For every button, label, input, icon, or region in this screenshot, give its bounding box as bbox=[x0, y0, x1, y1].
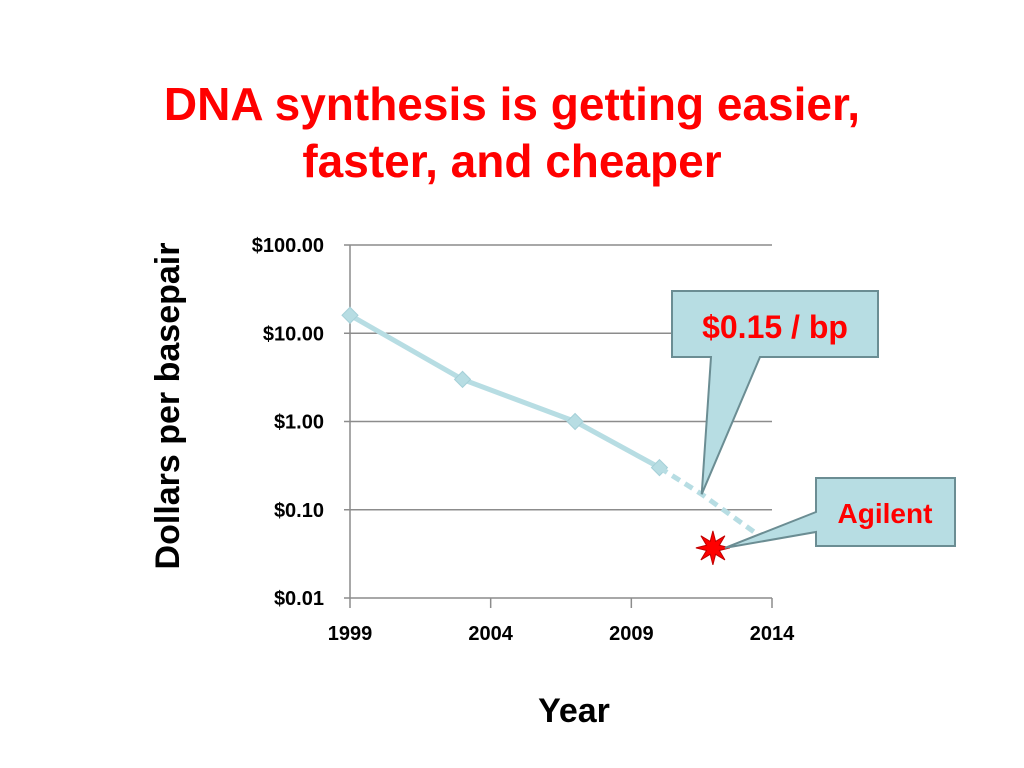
data-point bbox=[341, 306, 359, 324]
slide-title: DNA synthesis is getting easier, faster,… bbox=[62, 76, 962, 190]
y-tick-label: $0.01 bbox=[274, 588, 324, 610]
data-point bbox=[650, 458, 669, 477]
x-tick-label: 2014 bbox=[750, 623, 795, 645]
y-tick-label: $0.10 bbox=[274, 500, 324, 522]
agilent-star-marker bbox=[695, 530, 731, 566]
data-point bbox=[566, 412, 584, 431]
cost-line bbox=[348, 313, 661, 470]
data-point bbox=[453, 370, 472, 389]
x-tick-label: 1999 bbox=[328, 623, 373, 645]
x-tick-label: 2009 bbox=[609, 623, 654, 645]
slide-title-line-1: DNA synthesis is getting easier, bbox=[163, 78, 861, 130]
callout-agilent-label: Agilent bbox=[838, 498, 933, 529]
y-axis-title: Dollars per basepair bbox=[149, 243, 187, 570]
y-tick-label: $1.00 bbox=[274, 412, 324, 434]
axes bbox=[349, 245, 773, 608]
y-tick-label: $100.00 bbox=[252, 235, 324, 257]
star-shape bbox=[695, 530, 731, 566]
callout-price-label: $0.15 / bp bbox=[702, 309, 848, 345]
series bbox=[341, 306, 757, 566]
x-tick-label: 2004 bbox=[468, 623, 513, 645]
callouts: $0.15 / bp Agilent bbox=[671, 290, 956, 549]
x-axis-title: Year bbox=[538, 692, 610, 730]
slide-title-line-2: faster, and cheaper bbox=[302, 135, 722, 187]
callout-box-price bbox=[671, 290, 879, 495]
y-tick-label: $10.00 bbox=[263, 323, 324, 345]
callout-box-agilent bbox=[724, 477, 956, 549]
